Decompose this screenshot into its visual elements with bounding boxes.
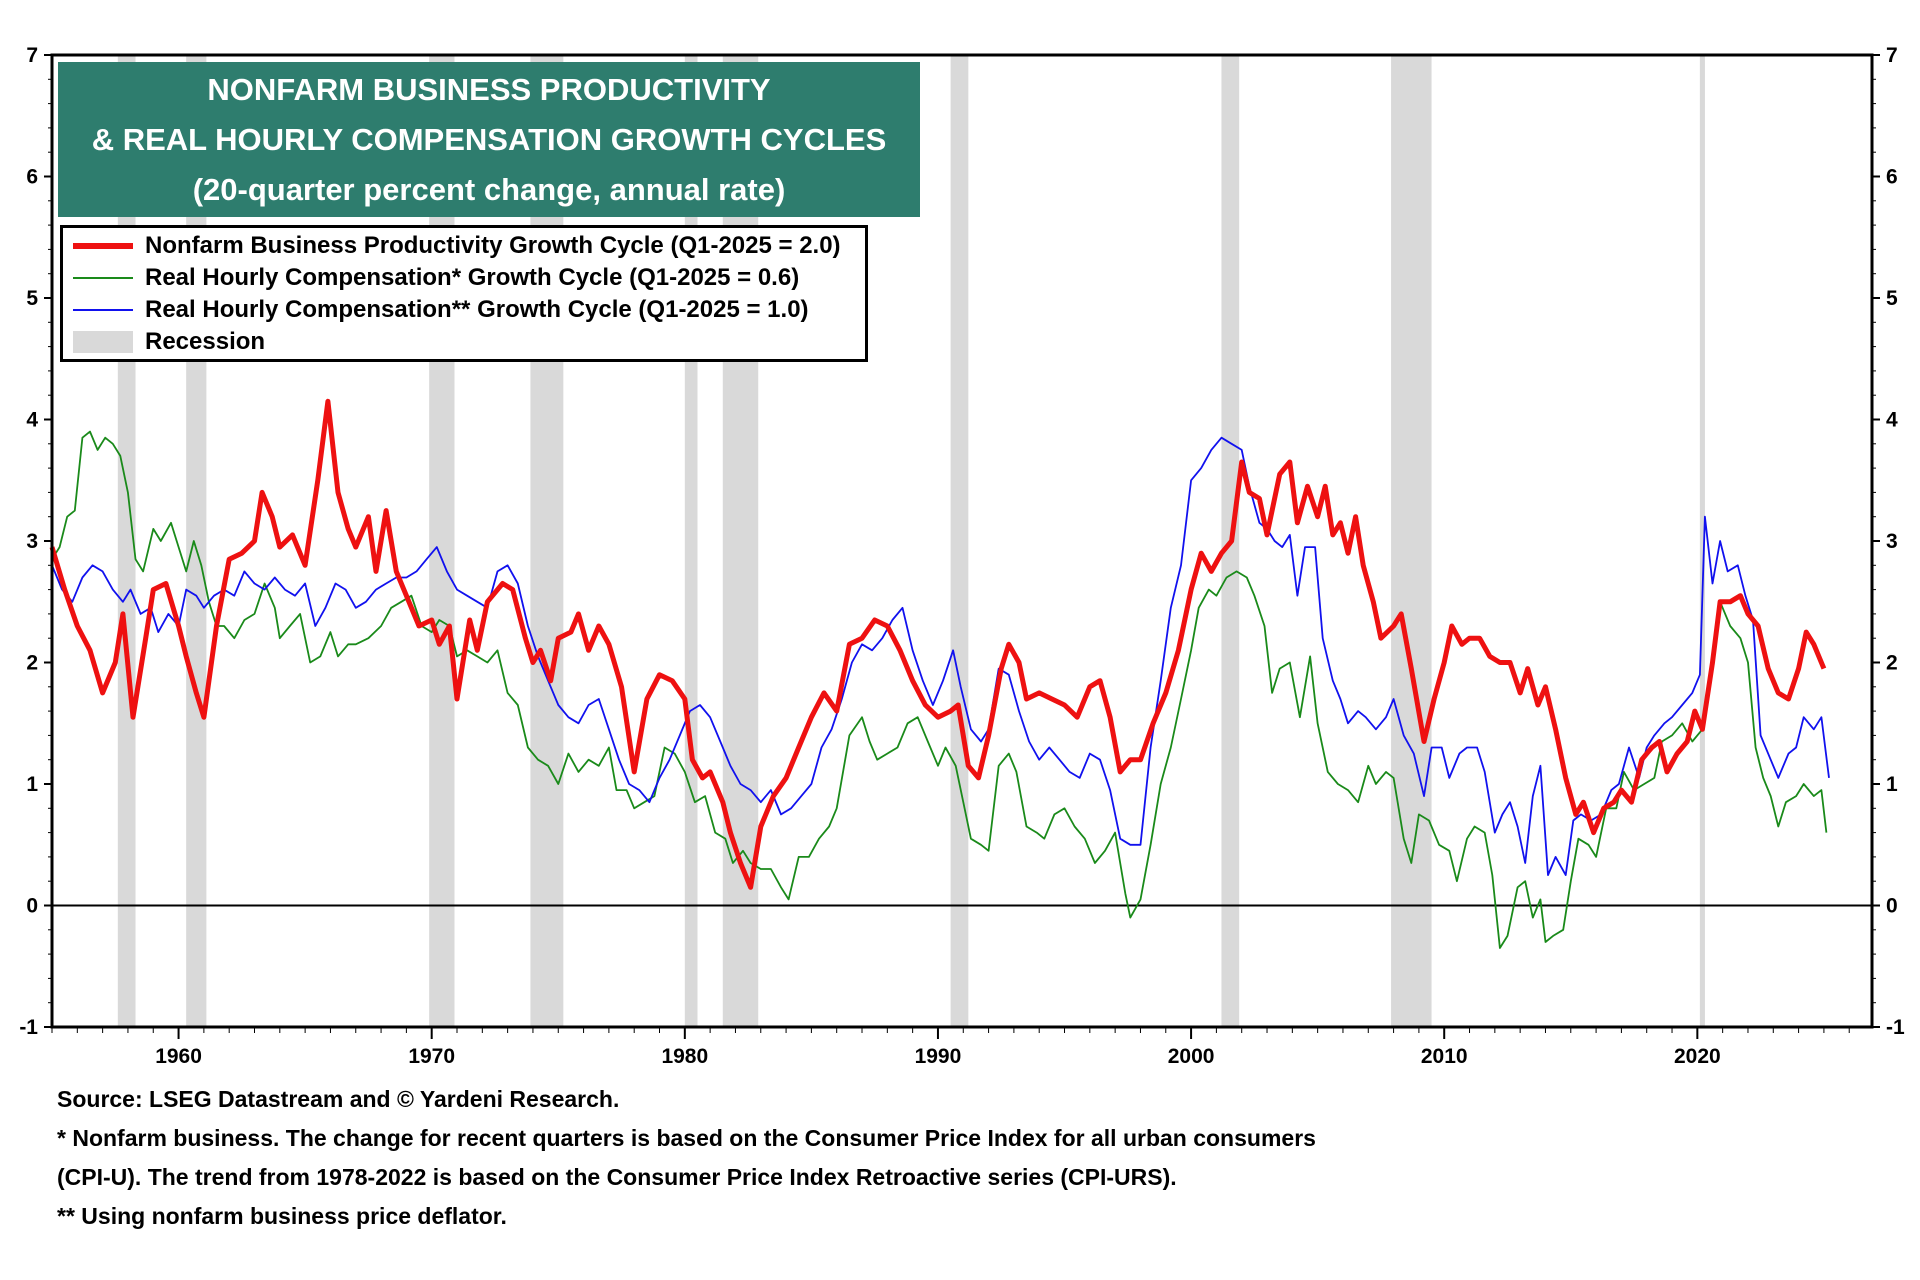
y-tick-label-left: -1 [19,1016,38,1039]
y-tick-label-right: 1 [1886,773,1898,796]
y-tick-label-right: -1 [1886,1016,1905,1039]
series-compensation-deflator-line [51,436,1830,876]
legend-label-productivity: Nonfarm Business Productivity Growth Cyc… [145,232,841,259]
y-tick-label-right: 5 [1886,287,1898,310]
x-tick-label: 2010 [1421,1045,1468,1068]
x-tick-label: 1990 [915,1045,962,1068]
x-tick-label: 1960 [155,1045,202,1068]
legend-swatch-gray [73,331,133,353]
y-tick-label-right: 7 [1886,44,1898,67]
y-tick-label-left: 3 [26,530,38,553]
y-tick-label-left: 5 [26,287,38,310]
y-tick-label-left: 4 [26,409,38,432]
legend-swatch-blue [73,309,133,311]
chart-title-line-1: NONFARM BUSINESS PRODUCTIVITY [207,71,771,107]
legend-item-productivity: Nonfarm Business Productivity Growth Cyc… [73,230,841,262]
x-tick-label: 1980 [661,1045,708,1068]
series-compensation-cpi-line [51,430,1828,949]
y-tick-label-left: 6 [26,166,38,189]
recession-band-2 [429,55,455,1027]
recession-band-8 [1391,55,1432,1027]
chart-title-line-2: & REAL HOURLY COMPENSATION GROWTH CYCLES [91,121,887,157]
legend-label-compensation-cpi: Real Hourly Compensation* Growth Cycle (… [145,264,800,291]
y-tick-label-left: 2 [26,652,38,675]
y-tick-label-right: 6 [1886,166,1898,189]
y-tick-label-left: 0 [26,895,38,918]
series-lines [49,398,1830,949]
legend-label-recession: Recession [145,328,266,355]
legend-item-recession: Recession [73,326,265,358]
y-tick-label-right: 0 [1886,895,1898,918]
y-tick-label-right: 4 [1886,409,1898,432]
source-note: Source: LSEG Datastream and © Yardeni Re… [57,1086,620,1112]
recession-band-9 [1699,55,1705,1027]
legend: Nonfarm Business Productivity Growth Cyc… [60,225,868,362]
recession-band-6 [950,55,969,1027]
y-tick-label-right: 3 [1886,530,1898,553]
x-tick-label: 2020 [1674,1045,1721,1068]
chart-subtitle: (20-quarter percent change, annual rate) [192,171,786,207]
x-tick-label: 2000 [1168,1045,1215,1068]
y-tick-label-left: 7 [26,44,38,67]
footnote-2: ** Using nonfarm business price deflator… [57,1203,507,1229]
footnotes: Source: LSEG Datastream and © Yardeni Re… [57,1080,1316,1236]
plot-frame [50,53,1874,1029]
y-tick-label-right: 2 [1886,652,1898,675]
legend-swatch-red [73,243,133,249]
chart-title: NONFARM BUSINESS PRODUCTIVITY & REAL HOU… [58,62,920,217]
recession-band-3 [530,55,564,1027]
y-tick-label-left: 1 [26,773,38,796]
footnote-1b: (CPI-U). The trend from 1978-2022 is bas… [57,1164,1177,1190]
footnote-1a: * Nonfarm business. The change for recen… [57,1125,1316,1151]
legend-swatch-green [73,277,133,279]
legend-item-compensation-deflator: Real Hourly Compensation** Growth Cycle … [73,294,809,326]
legend-label-compensation-deflator: Real Hourly Compensation** Growth Cycle … [145,296,809,323]
series-productivity-line [49,398,1827,890]
x-tick-label: 1970 [408,1045,455,1068]
legend-item-compensation-cpi: Real Hourly Compensation* Growth Cycle (… [73,262,799,294]
